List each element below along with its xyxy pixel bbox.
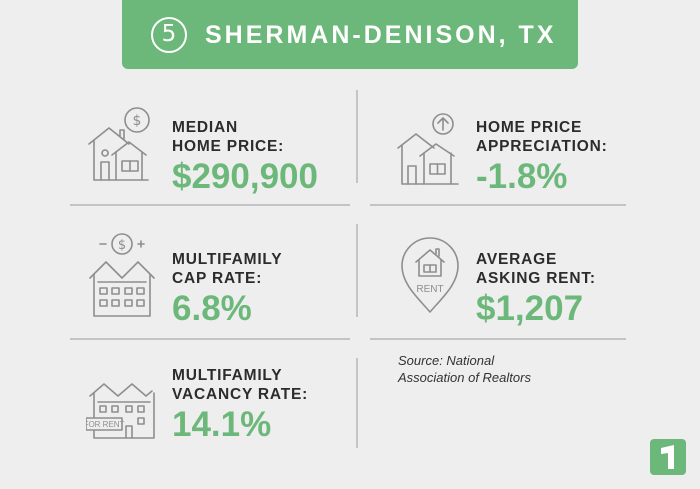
divider-col-3 bbox=[356, 358, 358, 448]
home-price-appreciation-stat: HOME PRICE APPRECIATION: -1.8% bbox=[476, 118, 608, 197]
svg-text:$: $ bbox=[133, 113, 142, 129]
divider-row-1-left bbox=[70, 204, 350, 206]
brand-logo-icon bbox=[650, 439, 686, 475]
divider-col-2 bbox=[356, 224, 358, 317]
divider-row-2-left bbox=[70, 338, 350, 340]
vacancy-label-line1: MULTIFAMILY bbox=[172, 367, 283, 384]
appreciation-label-line2: APPRECIATION: bbox=[476, 138, 608, 155]
cap-rate-value: 6.8% bbox=[172, 289, 252, 328]
svg-text:$: $ bbox=[118, 238, 126, 253]
median-price-label-line1: MEDIAN bbox=[172, 119, 238, 136]
multifamily-vacancy-rate-stat: MULTIFAMILY VACANCY RATE: 14.1% bbox=[172, 366, 308, 445]
divider-row-1-right bbox=[370, 204, 626, 206]
page-title: SHERMAN-DENISON, TX bbox=[205, 21, 557, 49]
average-asking-rent-stat: AVERAGE ASKING RENT: $1,207 bbox=[476, 250, 596, 329]
rent-label-line1: AVERAGE bbox=[476, 251, 558, 268]
source-note: Source: National Association of Realtors bbox=[398, 352, 598, 386]
vacancy-value: 14.1% bbox=[172, 405, 272, 444]
appreciation-value: -1.8% bbox=[476, 157, 568, 196]
house-arrow-up-icon bbox=[396, 112, 462, 188]
header-banner: 5 SHERMAN-DENISON, TX bbox=[122, 0, 578, 69]
multifamily-cap-rate-stat: MULTIFAMILY CAP RATE: 6.8% bbox=[172, 250, 282, 329]
median-home-price-stat: MEDIAN HOME PRICE: $290,900 bbox=[172, 118, 318, 197]
apartment-dollar-icon: $ bbox=[88, 230, 156, 320]
source-line2: Association of Realtors bbox=[398, 370, 531, 385]
rent-location-pin-icon: RENT bbox=[398, 234, 462, 316]
rent-value: $1,207 bbox=[476, 289, 584, 328]
median-price-value: $290,900 bbox=[172, 157, 318, 196]
vacancy-label-line2: VACANCY RATE: bbox=[172, 386, 309, 403]
townhouse-for-rent-icon: FOR RENT bbox=[86, 378, 158, 442]
cap-rate-label-line1: MULTIFAMILY bbox=[172, 251, 283, 268]
cap-rate-label-line2: CAP RATE: bbox=[172, 270, 263, 287]
rank-number: 5 bbox=[151, 17, 187, 53]
rent-pin-text: RENT bbox=[416, 284, 443, 295]
for-rent-sign-text: FOR RENT bbox=[86, 420, 125, 429]
appreciation-label-line1: HOME PRICE bbox=[476, 119, 583, 136]
source-line1: Source: National bbox=[398, 353, 495, 368]
divider-col-1 bbox=[356, 90, 358, 183]
median-price-label-line2: HOME PRICE: bbox=[172, 138, 285, 155]
rent-label-line2: ASKING RENT: bbox=[476, 270, 596, 287]
divider-row-2-right bbox=[370, 338, 626, 340]
house-dollar-icon: $ bbox=[86, 106, 156, 188]
